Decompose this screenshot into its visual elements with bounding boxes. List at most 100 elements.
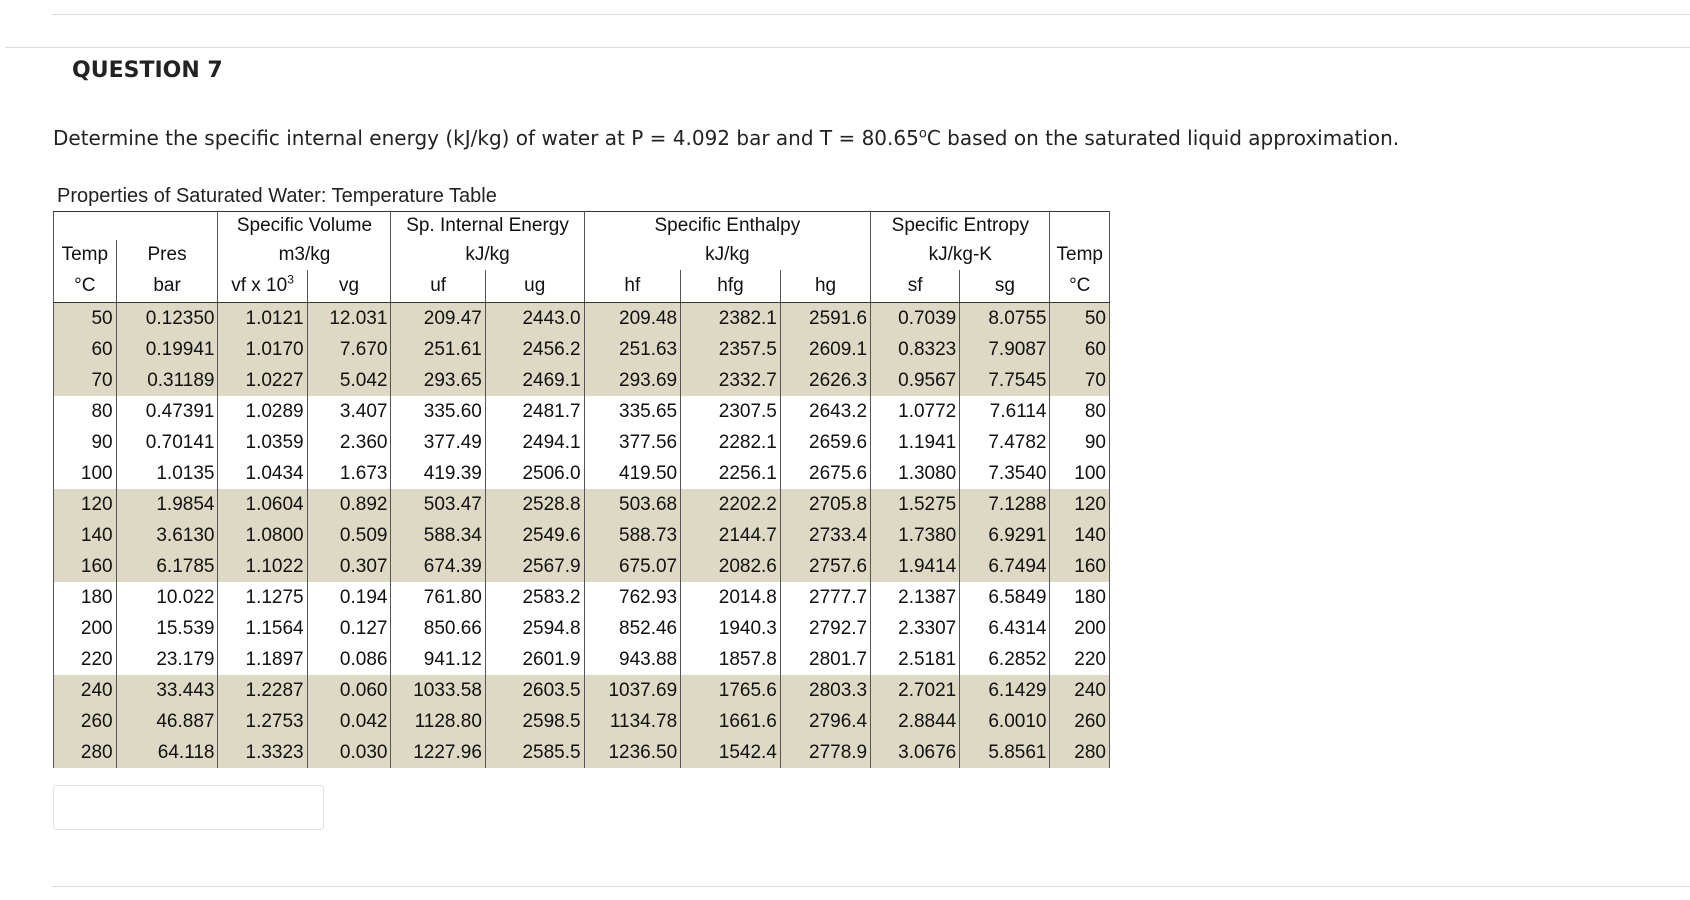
col-uf: uf xyxy=(390,270,486,303)
cell-vg: 0.509 xyxy=(307,520,392,551)
cell-hg: 2801.7 xyxy=(780,644,872,675)
table-row: 70 0.31189 1.0227 5.042 293.65 2469.1 293.69 23… xyxy=(53,365,1110,396)
cell-hf: 377.56 xyxy=(584,427,682,458)
cell-pres: 0.70141 xyxy=(116,427,219,458)
cell-hf: 293.69 xyxy=(584,365,682,396)
cell-vf: 1.2287 xyxy=(217,675,308,706)
table-row: 90 0.70141 1.0359 2.360 377.49 2494.1 377.56 22… xyxy=(53,427,1110,458)
cell-pres: 23.179 xyxy=(116,644,219,675)
cell-temp: 260 xyxy=(53,706,117,737)
cell-sg: 7.7545 xyxy=(959,365,1051,396)
cell-temp-right: 260 xyxy=(1049,706,1110,737)
question-text-main: Determine the specific internal energy (… xyxy=(53,126,919,150)
cell-sg: 6.4314 xyxy=(959,613,1051,644)
cell-hg: 2757.6 xyxy=(780,551,872,582)
cell-hfg: 2256.1 xyxy=(680,458,781,489)
cell-pres: 46.887 xyxy=(116,706,219,737)
cell-uf: 419.39 xyxy=(390,458,486,489)
cell-pres: 3.6130 xyxy=(116,520,219,551)
cell-uf: 335.60 xyxy=(390,396,486,427)
cell-sg: 6.5849 xyxy=(959,582,1051,613)
col-ug: ug xyxy=(485,270,585,303)
cell-uf: 1227.96 xyxy=(390,737,486,768)
cell-hfg: 2282.1 xyxy=(680,427,781,458)
cell-ug: 2603.5 xyxy=(485,675,585,706)
cell-hfg: 2307.5 xyxy=(680,396,781,427)
cell-sf: 2.5181 xyxy=(870,644,961,675)
cell-sg: 6.9291 xyxy=(959,520,1051,551)
cell-temp: 180 xyxy=(53,582,117,613)
header-enthalpy: Specific Enthalpy xyxy=(584,211,872,240)
cell-hfg: 1661.6 xyxy=(680,706,781,737)
cell-vg: 0.042 xyxy=(307,706,392,737)
unit-enthalpy: kJ/kg xyxy=(584,240,872,270)
cell-sf: 2.1387 xyxy=(870,582,961,613)
cell-ug: 2585.5 xyxy=(485,737,585,768)
cell-temp: 120 xyxy=(53,489,117,520)
cell-sg: 6.0010 xyxy=(959,706,1051,737)
cell-hf: 588.73 xyxy=(584,520,682,551)
cell-sg: 7.1288 xyxy=(959,489,1051,520)
cell-uf: 293.65 xyxy=(390,365,486,396)
cell-uf: 503.47 xyxy=(390,489,486,520)
header-specific-volume: Specific Volume xyxy=(217,211,392,240)
cell-temp-right: 80 xyxy=(1049,396,1110,427)
cell-vf: 1.0800 xyxy=(217,520,308,551)
col-vf: vf x 103 xyxy=(217,270,308,303)
cell-hfg: 2082.6 xyxy=(680,551,781,582)
cell-temp: 50 xyxy=(53,302,117,334)
cell-pres: 0.47391 xyxy=(116,396,219,427)
cell-vf: 1.3323 xyxy=(217,737,308,768)
cell-hf: 209.48 xyxy=(584,302,682,334)
header-temp-right: Temp xyxy=(1049,240,1110,270)
cell-vf: 1.0604 xyxy=(217,489,308,520)
header-blank xyxy=(116,211,219,240)
cell-sg: 7.6114 xyxy=(959,396,1051,427)
cell-hg: 2626.3 xyxy=(780,365,872,396)
cell-ug: 2598.5 xyxy=(485,706,585,737)
cell-hf: 1037.69 xyxy=(584,675,682,706)
cell-hg: 2659.6 xyxy=(780,427,872,458)
cell-hg: 2705.8 xyxy=(780,489,872,520)
cell-vf: 1.1897 xyxy=(217,644,308,675)
answer-input[interactable] xyxy=(53,785,324,830)
col-vf-exponent: 3 xyxy=(287,272,294,287)
cell-vf: 1.0434 xyxy=(217,458,308,489)
cell-uf: 251.61 xyxy=(390,334,486,365)
cell-sg: 6.7494 xyxy=(959,551,1051,582)
cell-temp-right: 100 xyxy=(1049,458,1110,489)
cell-temp-right: 280 xyxy=(1049,737,1110,768)
cell-temp-right: 90 xyxy=(1049,427,1110,458)
cell-sg: 6.1429 xyxy=(959,675,1051,706)
cell-temp-right: 240 xyxy=(1049,675,1110,706)
cell-pres: 6.1785 xyxy=(116,551,219,582)
cell-pres: 15.539 xyxy=(116,613,219,644)
cell-temp-right: 50 xyxy=(1049,302,1110,334)
unit-entropy: kJ/kg-K xyxy=(870,240,1051,270)
cell-vf: 1.0227 xyxy=(217,365,308,396)
cell-sg: 8.0755 xyxy=(959,302,1051,334)
cell-ug: 2528.8 xyxy=(485,489,585,520)
cell-temp: 100 xyxy=(53,458,117,489)
degree-superscript: o xyxy=(918,126,927,142)
cell-vg: 12.031 xyxy=(307,302,392,334)
table-row: 120 1.9854 1.0604 0.892 503.47 2528.8 503.68 22… xyxy=(53,489,1110,520)
header-temp: Temp xyxy=(53,240,117,270)
cell-temp-right: 200 xyxy=(1049,613,1110,644)
cell-sf: 2.8844 xyxy=(870,706,961,737)
col-hfg: hfg xyxy=(680,270,781,303)
cell-sg: 6.2852 xyxy=(959,644,1051,675)
cell-uf: 941.12 xyxy=(390,644,486,675)
cell-sf: 2.7021 xyxy=(870,675,961,706)
cell-uf: 209.47 xyxy=(390,302,486,334)
table-row: 100 1.0135 1.0434 1.673 419.39 2506.0 419.50 22… xyxy=(53,458,1110,489)
cell-hf: 419.50 xyxy=(584,458,682,489)
cell-sg: 5.8561 xyxy=(959,737,1051,768)
table-row: 80 0.47391 1.0289 3.407 335.60 2481.7 335.65 23… xyxy=(53,396,1110,427)
cell-hf: 251.63 xyxy=(584,334,682,365)
cell-temp-right: 220 xyxy=(1049,644,1110,675)
col-sg: sg xyxy=(959,270,1051,303)
cell-hf: 675.07 xyxy=(584,551,682,582)
cell-vf: 1.2753 xyxy=(217,706,308,737)
cell-sf: 3.0676 xyxy=(870,737,961,768)
